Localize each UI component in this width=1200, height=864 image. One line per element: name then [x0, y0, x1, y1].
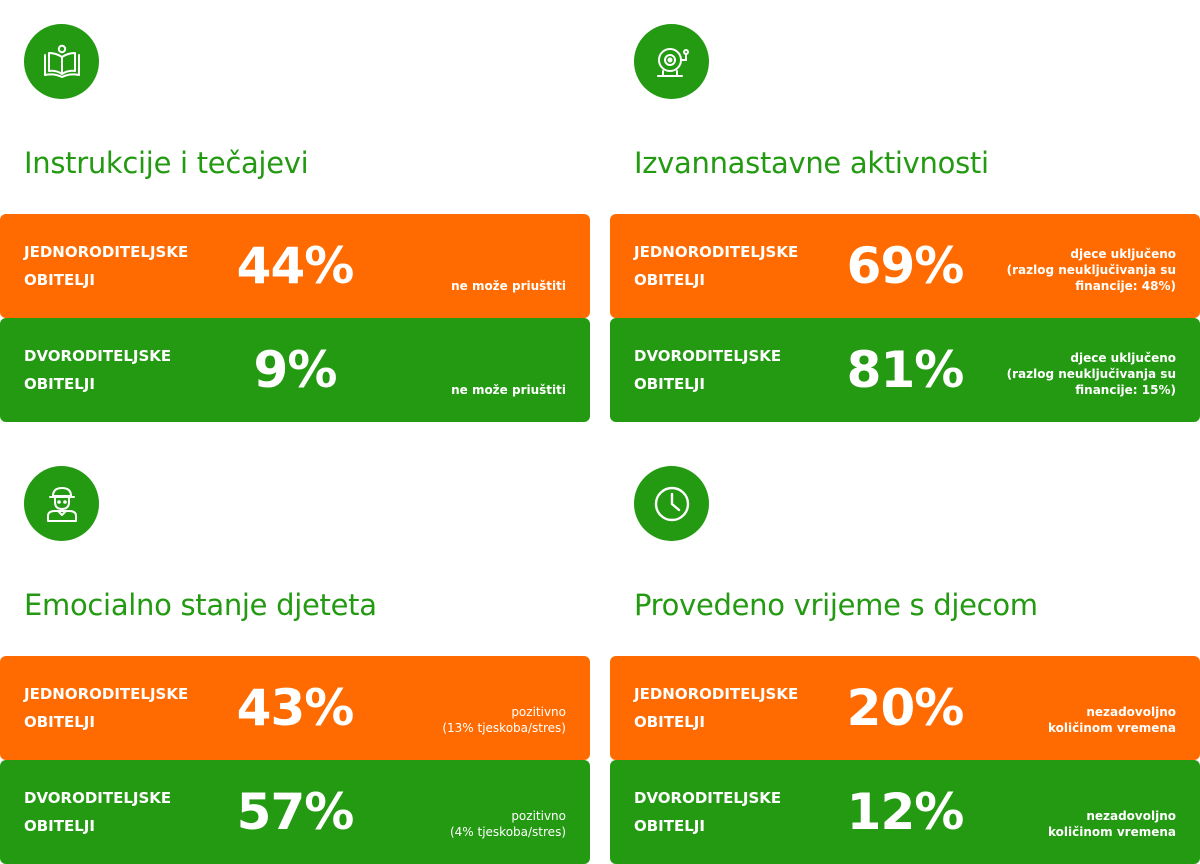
- card-label: DVORODITELJSKE OBITELJI: [24, 789, 172, 835]
- single-parent-card: JEDNORODITELJSKE OBITELJI 43% pozitivno …: [0, 656, 590, 760]
- two-parent-card: DVORODITELJSKE OBITELJI 9% ne može priuš…: [0, 318, 590, 422]
- two-parent-card: DVORODITELJSKE OBITELJI 81% djece uključ…: [610, 318, 1200, 422]
- card-value: 44%: [236, 237, 355, 295]
- single-parent-card: JEDNORODITELJSKE OBITELJI 20% nezadovolj…: [610, 656, 1200, 760]
- card-note: djece uključeno (razlog neuključivanja s…: [1006, 351, 1176, 397]
- two-parent-card: DVORODITELJSKE OBITELJI 12% nezadovoljno…: [610, 760, 1200, 864]
- card-note: ne može priuštiti: [451, 279, 566, 293]
- child-icon: [24, 466, 99, 541]
- card-value: 20%: [846, 679, 965, 737]
- card-note: ne može priuštiti: [451, 383, 566, 397]
- single-parent-card: JEDNORODITELJSKE OBITELJI 69% djece uklj…: [610, 214, 1200, 318]
- card-label: JEDNORODITELJSKE OBITELJI: [634, 243, 799, 289]
- section-title: Instrukcije i tečajevi: [24, 146, 309, 180]
- card-label: JEDNORODITELJSKE OBITELJI: [24, 243, 189, 289]
- card-value: 81%: [846, 341, 965, 399]
- card-note: nezadovoljno količinom vremena: [1048, 705, 1176, 735]
- section-emocionalno: Emocialno stanje djeteta JEDNORODITELJSK…: [0, 442, 590, 864]
- two-parent-card: DVORODITELJSKE OBITELJI 57% pozitivno (4…: [0, 760, 590, 864]
- bell-icon: [634, 24, 709, 99]
- card-value: 12%: [846, 783, 965, 841]
- card-note: pozitivno (4% tjeskoba/stres): [449, 809, 566, 839]
- card-label: JEDNORODITELJSKE OBITELJI: [634, 685, 799, 731]
- clock-icon: [634, 466, 709, 541]
- section-title: Emocialno stanje djeteta: [24, 588, 377, 622]
- section-title: Izvannastavne aktivnosti: [634, 146, 989, 180]
- card-label: DVORODITELJSKE OBITELJI: [634, 789, 782, 835]
- card-label: JEDNORODITELJSKE OBITELJI: [24, 685, 189, 731]
- card-note: pozitivno (13% tjeskoba/stres): [442, 705, 566, 735]
- section-vrijeme: Provedeno vrijeme s djecom JEDNORODITELJ…: [610, 442, 1200, 864]
- card-value: 43%: [236, 679, 355, 737]
- open-book-icon: [24, 24, 99, 99]
- section-instrukcije: Instrukcije i tečajevi JEDNORODITELJSKE …: [0, 0, 590, 422]
- card-value: 9%: [253, 341, 338, 399]
- section-izvannastavne: Izvannastavne aktivnosti JEDNORODITELJSK…: [610, 0, 1200, 422]
- single-parent-card: JEDNORODITELJSKE OBITELJI 44% ne može pr…: [0, 214, 590, 318]
- card-note: nezadovoljno količinom vremena: [1048, 809, 1176, 839]
- card-label: DVORODITELJSKE OBITELJI: [634, 347, 782, 393]
- section-title: Provedeno vrijeme s djecom: [634, 588, 1038, 622]
- card-note: djece uključeno (razlog neuključivanja s…: [1006, 247, 1176, 293]
- card-label: DVORODITELJSKE OBITELJI: [24, 347, 172, 393]
- card-value: 69%: [846, 237, 965, 295]
- card-value: 57%: [236, 783, 355, 841]
